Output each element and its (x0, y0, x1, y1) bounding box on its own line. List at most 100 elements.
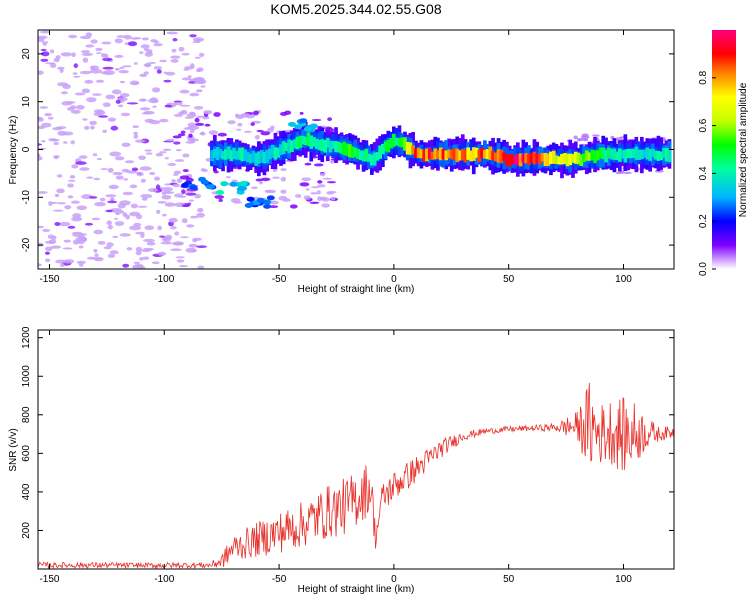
heatmap-cell (150, 97, 158, 102)
x-tick-label: 100 (615, 274, 632, 285)
heatmap-cell (295, 194, 302, 198)
heatmap-cell (57, 130, 67, 136)
heatmap-cell (101, 53, 106, 58)
heatmap-cell (518, 153, 523, 167)
colorbar-scale (712, 30, 736, 269)
heatmap-cell (200, 168, 206, 172)
heatmap-cell (411, 145, 415, 155)
heatmap-cell (527, 153, 531, 166)
heatmap-cell (129, 211, 141, 217)
heatmap-cell (272, 176, 280, 179)
x-tick-label: 0 (391, 274, 397, 285)
heatmap-cell (118, 70, 129, 74)
heatmap-cell (182, 153, 190, 158)
heatmap-cell (538, 153, 542, 165)
heatmap-cell (99, 197, 106, 202)
heatmap-cell (195, 89, 203, 93)
heatmap-cell (327, 181, 336, 184)
heatmap-cell (90, 69, 102, 74)
heatmap-cell (181, 182, 190, 188)
heatmap-cell (41, 41, 49, 44)
heatmap-cell (579, 154, 584, 166)
heatmap-cell (213, 148, 217, 158)
heatmap-cell (186, 224, 195, 228)
heatmap-cell (115, 99, 121, 104)
heatmap-cell (359, 150, 363, 161)
heatmap-cell (310, 192, 318, 195)
heatmap-cell (90, 39, 98, 44)
colorbar-tick-label: 0.4 (698, 166, 709, 180)
heatmap-cell (95, 52, 102, 55)
heatmap-cell (319, 173, 326, 177)
heatmap-cell (164, 157, 169, 160)
heatmap-cell (221, 151, 225, 160)
heatmap-cell (47, 234, 55, 239)
heatmap-cell (106, 242, 114, 248)
heatmap-cell (188, 133, 193, 138)
heatmap-cell (119, 233, 131, 237)
heatmap-cell (70, 140, 75, 145)
heatmap-cell (64, 205, 72, 210)
heatmap-cell (204, 123, 211, 127)
heatmap-cell (52, 209, 64, 212)
heatmap-cell (168, 217, 178, 223)
heatmap-cell (45, 246, 53, 251)
heatmap-cell (138, 155, 147, 161)
snr-y-label: SNR (v/v) (8, 428, 19, 471)
heatmap-cell (107, 117, 117, 122)
heatmap-cell (108, 184, 119, 190)
heatmap-cell (303, 126, 312, 132)
heatmap-cell (322, 177, 333, 180)
heatmap-cell (48, 201, 53, 206)
heatmap-cell (251, 150, 256, 163)
heatmap-cell (321, 203, 330, 208)
heatmap-cell (280, 168, 287, 172)
heatmap-cell (71, 200, 80, 204)
heatmap-cell (176, 178, 183, 183)
heatmap-cell (288, 121, 296, 127)
heatmap-cell (320, 125, 327, 128)
heatmap-cell (55, 259, 67, 264)
heatmap-cell (82, 57, 89, 63)
heatmap-cell (38, 117, 44, 122)
heatmap-cell (458, 150, 462, 161)
heatmap-cell (441, 149, 446, 160)
heatmap-cell (151, 261, 160, 265)
heatmap-cell (143, 238, 155, 243)
heatmap-cell (159, 59, 168, 63)
heatmap-cell (140, 249, 152, 252)
heatmap-cell (172, 241, 184, 246)
heatmap-cell (637, 149, 641, 160)
heatmap-cell (59, 221, 71, 227)
heatmap-cell (321, 197, 330, 202)
x-tick-label: 100 (615, 574, 632, 585)
heatmap-cell (101, 41, 112, 45)
heatmap-cell (516, 154, 520, 166)
heatmap-cell (114, 38, 123, 44)
heatmap-cell (139, 107, 151, 111)
heatmap-cell (119, 80, 126, 84)
colorbar-tick-label: 0.6 (698, 118, 709, 132)
heatmap-cell (273, 147, 278, 160)
heatmap-cell (133, 62, 138, 65)
heatmap-cell (183, 68, 189, 71)
heatmap-cell (278, 195, 288, 201)
heatmap-cell (148, 61, 157, 64)
heatmap-cell (260, 131, 271, 136)
heatmap-cell (305, 188, 310, 191)
heatmap-cell (181, 189, 186, 195)
heatmap-cell (565, 153, 570, 167)
heatmap-cell (237, 122, 243, 127)
heatmap-cell (592, 134, 600, 137)
heatmap-cell (156, 184, 160, 190)
heatmap-noise-layer (38, 30, 672, 269)
heatmap-cell (317, 184, 326, 188)
heatmap-cell (392, 134, 396, 147)
heatmap-cell (84, 79, 94, 84)
heatmap-cell (303, 195, 311, 200)
heatmap-cell (648, 149, 652, 161)
heatmap-cell (444, 150, 449, 161)
heatmap-cell (60, 52, 73, 57)
heatmap-cell (171, 179, 176, 183)
